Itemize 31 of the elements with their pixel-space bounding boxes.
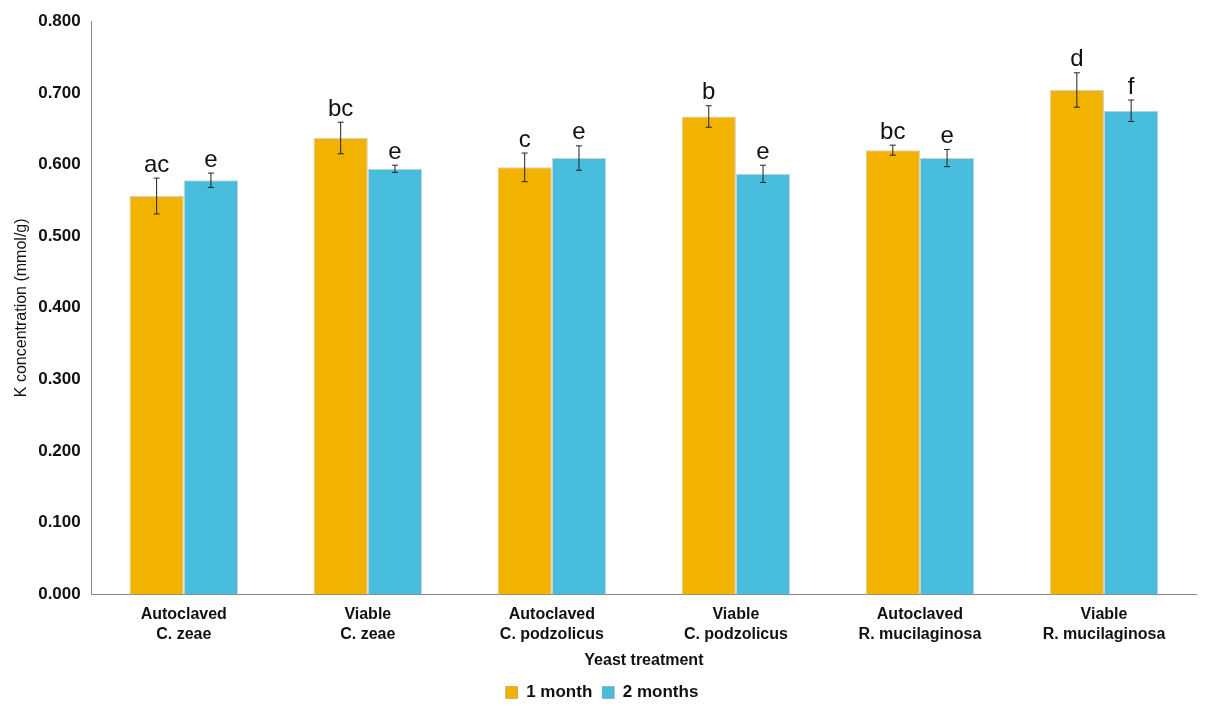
x-tick-label: Autoclaved R. mucilaginosa: [858, 605, 982, 642]
y-axis-title: K concentration (mmol/g): [12, 218, 30, 398]
data-label: d: [1070, 44, 1084, 72]
y-tick-label: 0.800: [38, 10, 81, 30]
legend-label: 1 month: [526, 682, 593, 702]
y-tick-label: 0.400: [38, 297, 81, 317]
data-label: e: [940, 121, 954, 149]
y-tick-label: 0.000: [38, 584, 81, 604]
x-tick-label: Autoclaved C. zeae: [140, 605, 227, 642]
data-label: e: [572, 117, 586, 145]
legend-label: 2 months: [622, 682, 699, 702]
y-tick-label: 0.700: [38, 82, 81, 102]
data-label: c: [518, 124, 531, 152]
data-label: e: [388, 136, 402, 164]
y-tick-label: 0.600: [38, 154, 81, 174]
y-tick-label: 0.200: [38, 440, 81, 460]
data-label: f: [1127, 71, 1135, 99]
x-tick-label: Autoclaved C. podzolicus: [499, 605, 604, 642]
data-label: e: [756, 136, 770, 164]
x-tick-label: Viable R. mucilaginosa: [1042, 605, 1166, 642]
x-axis-title: Yeast treatment: [584, 650, 705, 668]
data-label: bc: [880, 116, 906, 144]
data-label: bc: [327, 93, 354, 121]
x-tick-label: Viable C. podzolicus: [683, 605, 788, 642]
data-label: b: [702, 77, 716, 105]
y-tick-label: 0.100: [38, 512, 81, 532]
data-label: e: [204, 144, 218, 172]
x-tick-label: Viable C. zeae: [340, 605, 396, 642]
y-tick-label: 0.500: [38, 225, 81, 245]
y-tick-label: 0.300: [38, 369, 81, 389]
data-label: ac: [143, 149, 170, 177]
